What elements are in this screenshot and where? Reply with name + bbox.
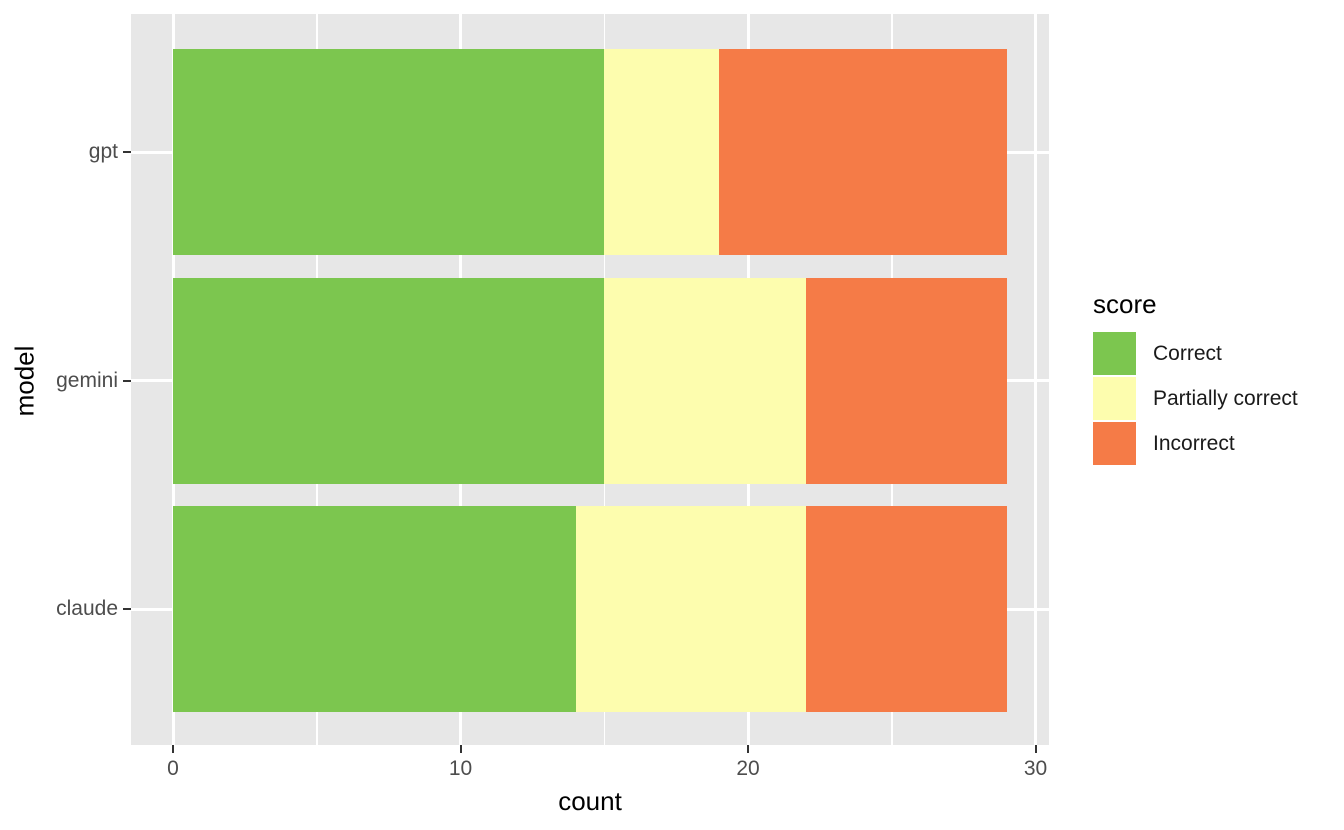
y-tick-label-gemini: gemini	[56, 368, 118, 392]
legend: score Correct Partially correct Incorrect	[1093, 289, 1298, 467]
y-tick-mark-gemini	[123, 379, 131, 382]
legend-item-incorrect: Incorrect	[1093, 422, 1298, 465]
bar-segment-gpt-incorrect	[719, 49, 1007, 255]
bar-segment-gemini-partially-correct	[604, 277, 806, 484]
bar-gemini	[131, 277, 1049, 484]
x-tick-label-0: 0	[167, 757, 179, 780]
bar-segment-claude-correct	[173, 506, 576, 713]
bar-segment-gemini-correct	[173, 277, 605, 484]
bar-segment-gpt-correct	[173, 49, 605, 255]
legend-item-partially-correct: Partially correct	[1093, 377, 1298, 420]
legend-item-correct: Correct	[1093, 332, 1298, 375]
y-tick-label-gpt: gpt	[88, 140, 118, 163]
legend-key-correct-swatch	[1093, 332, 1136, 375]
bar-segment-gemini-incorrect	[805, 277, 1007, 484]
legend-items: Correct Partially correct Incorrect	[1093, 332, 1298, 465]
x-tick-mark-30	[1034, 745, 1037, 753]
y-tick-mark-claude	[123, 608, 131, 611]
x-tick-label-20: 20	[736, 757, 760, 780]
bar-segment-claude-incorrect	[805, 506, 1007, 713]
legend-item-label: Incorrect	[1153, 431, 1235, 455]
legend-item-label: Correct	[1153, 341, 1222, 365]
plot-panel	[131, 14, 1049, 745]
y-tick-mark-gpt	[123, 151, 131, 153]
legend-key-partially-correct-swatch	[1093, 377, 1136, 420]
legend-title: score	[1093, 289, 1157, 319]
x-tick-mark-10	[459, 745, 462, 753]
bar-segment-claude-partially-correct	[575, 506, 806, 713]
legend-key-incorrect-swatch	[1093, 422, 1136, 465]
bar-segment-gpt-partially-correct	[604, 49, 720, 255]
y-tick-label-claude: claude	[56, 597, 118, 621]
x-tick-mark-20	[747, 745, 749, 753]
x-tick-label-10: 10	[448, 757, 473, 780]
bar-gpt	[131, 49, 1049, 255]
x-tick-label-30: 30	[1023, 757, 1048, 780]
legend-item-label: Partially correct	[1153, 386, 1298, 410]
bar-claude	[131, 506, 1049, 713]
x-tick-mark-0	[172, 745, 174, 753]
x-axis-title: count	[558, 786, 622, 816]
